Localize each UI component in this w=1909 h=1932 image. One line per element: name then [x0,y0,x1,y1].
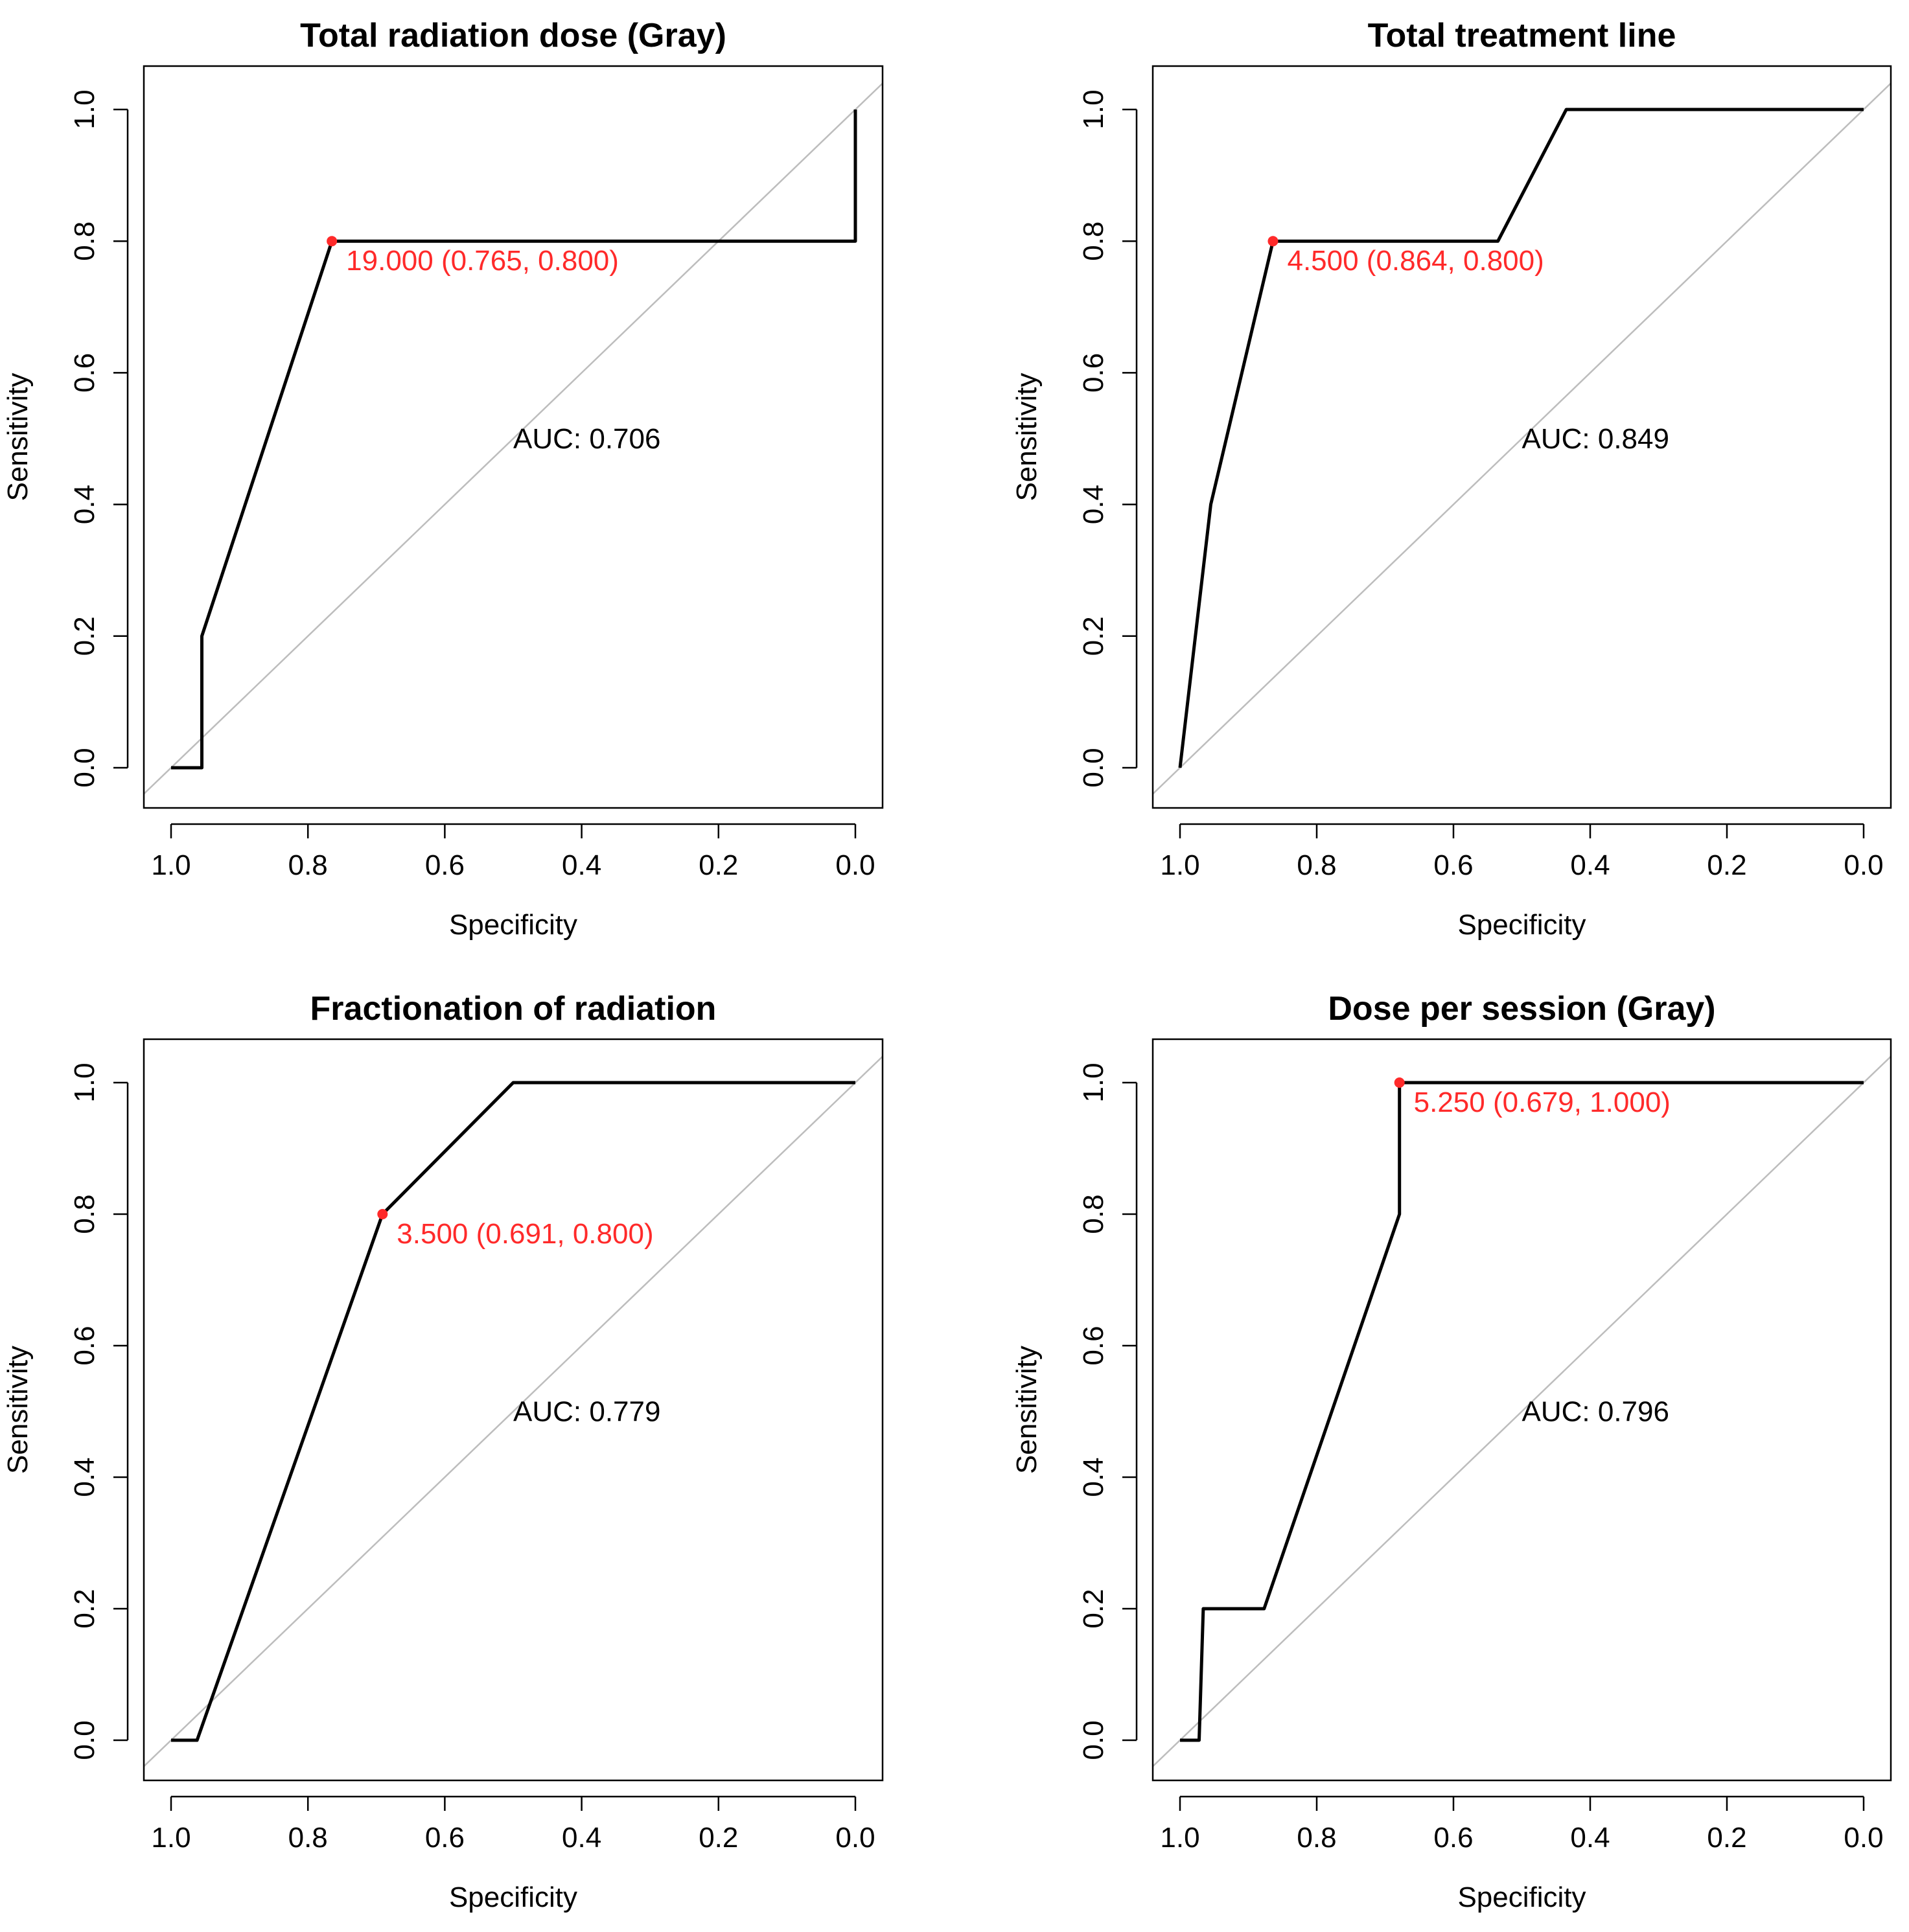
y-tick-label: 0.4 [1078,1457,1109,1497]
auc-label: AUC: 0.849 [1522,423,1669,455]
y-tick-label: 1.0 [69,1063,100,1102]
y-tick-label: 0.6 [69,1326,100,1365]
x-tick-label: 0.2 [699,1822,738,1854]
threshold-point [377,1209,388,1219]
y-tick-label: 0.4 [69,485,100,524]
x-tick-label: 0.6 [1433,1822,1473,1854]
y-tick-label: 0.4 [1078,485,1109,524]
y-tick-label: 0.2 [1078,1589,1109,1628]
x-tick-label: 0.8 [1297,1822,1336,1854]
plot-frame [143,65,884,809]
x-tick-label: 0.4 [562,849,601,881]
x-tick-label: 0.8 [288,849,328,881]
plot-frame [1151,65,1892,809]
roc-panel-3: Fractionation of radiation 1.0 0.8 0.6 0.4 0.… [2,990,884,1913]
x-tick-label: 0.4 [1570,1822,1610,1854]
roc-curve [1178,108,1864,768]
panel-title: Total radiation dose (Gray) [300,17,726,54]
chance-diagonal [144,82,883,795]
threshold-point [327,236,338,247]
threshold-label: 5.250 (0.679, 1.000) [1414,1087,1671,1118]
x-tick-label: 0.0 [1844,849,1883,881]
x-tick-label: 0.4 [562,1822,601,1854]
threshold-point [1267,236,1278,247]
x-tick-label: 0.6 [425,1822,465,1854]
chance-diagonal [1153,82,1891,795]
x-axis-label: Specificity [449,909,577,941]
y-tick-label: 0.6 [1078,353,1109,393]
plot-frame [143,1038,884,1782]
chance-diagonal [144,1055,883,1767]
x-tick-label: 0.0 [835,1822,875,1854]
x-tick-label: 0.2 [1707,849,1746,881]
x-tick-label: 0.2 [699,849,738,881]
x-tick-label: 0.8 [288,1822,328,1854]
x-tick-label: 0.0 [1844,1822,1883,1854]
panel-title: Fractionation of radiation [310,990,717,1028]
y-axis-label: Sensitivity [2,1346,34,1474]
y-tick-label: 0.2 [69,616,100,656]
y-tick-label: 0.8 [69,1194,100,1234]
y-axis-label: Sensitivity [1011,1346,1043,1474]
auc-label: AUC: 0.706 [513,423,660,455]
threshold-label: 3.500 (0.691, 0.800) [397,1218,653,1250]
x-axis-label: Specificity [449,1881,577,1913]
roc-panel-1: Total radiation dose (Gray) 1.0 0.8 0.6 0.4 0… [2,17,884,941]
y-axis-label: Sensitivity [2,373,34,501]
panel-title: Total treatment line [1368,17,1676,54]
x-tick-label: 1.0 [1160,849,1199,881]
x-tick-label: 1.0 [151,849,191,881]
x-tick-label: 0.6 [1433,849,1473,881]
panel-title: Dose per session (Gray) [1328,990,1715,1028]
x-axis-label: Specificity [1457,1881,1586,1913]
y-tick-label: 0.2 [69,1589,100,1628]
threshold-point [1394,1077,1405,1088]
x-tick-label: 0.6 [425,849,465,881]
x-tick-label: 0.8 [1297,849,1336,881]
y-tick-label: 0.0 [1078,748,1109,787]
y-tick-label: 0.8 [1078,1194,1109,1234]
chance-diagonal [1153,1055,1891,1767]
y-tick-label: 0.0 [69,1720,100,1760]
threshold-label: 4.500 (0.864, 0.800) [1287,245,1544,277]
x-tick-label: 0.2 [1707,1822,1746,1854]
x-tick-label: 1.0 [151,1822,191,1854]
roc-panel-4: Dose per session (Gray) 1.0 0.8 0.6 0.4 0.2 0.… [1011,990,1892,1913]
y-tick-label: 1.0 [1078,1063,1109,1102]
x-tick-label: 0.0 [835,849,875,881]
auc-label: AUC: 0.779 [513,1396,660,1428]
threshold-label: 19.000 (0.765, 0.800) [346,245,619,277]
x-axis-label: Specificity [1457,909,1586,941]
y-tick-label: 0.8 [69,222,100,261]
y-tick-label: 0.0 [1078,1720,1109,1760]
y-tick-label: 0.6 [1078,1326,1109,1365]
plot-frame [1151,1038,1892,1782]
y-tick-label: 1.0 [1078,89,1109,129]
x-tick-label: 1.0 [1160,1822,1199,1854]
y-tick-label: 0.8 [1078,222,1109,261]
roc-panel-2: Total treatment line 1.0 0.8 0.6 0.4 0.2 0.0 Sp… [1011,17,1892,941]
y-tick-label: 0.6 [69,353,100,393]
y-tick-label: 0.2 [1078,616,1109,656]
y-tick-label: 0.4 [69,1457,100,1497]
y-tick-label: 0.0 [69,748,100,787]
y-tick-label: 1.0 [69,89,100,129]
y-axis-label: Sensitivity [1011,373,1043,501]
x-tick-label: 0.4 [1570,849,1610,881]
auc-label: AUC: 0.796 [1522,1396,1669,1428]
